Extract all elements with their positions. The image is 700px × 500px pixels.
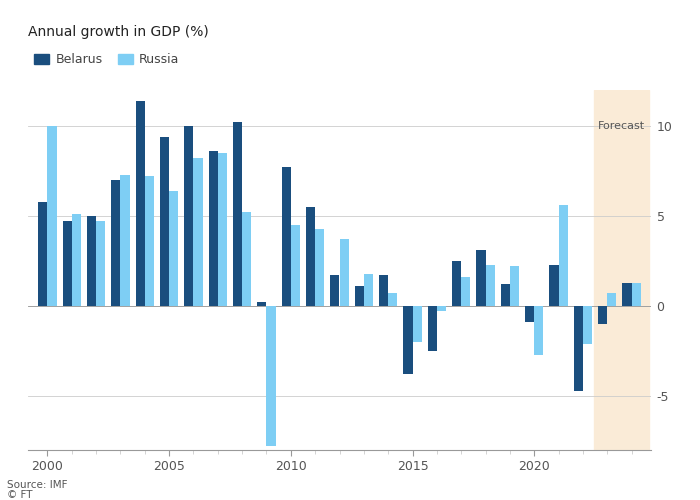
Bar: [412, 306, 422, 342]
Bar: [62, 222, 72, 306]
Bar: [209, 151, 218, 306]
Bar: [534, 306, 543, 354]
Bar: [437, 306, 446, 312]
Bar: [315, 228, 324, 306]
Bar: [486, 264, 495, 306]
Bar: [233, 122, 242, 306]
Bar: [340, 240, 349, 306]
Bar: [389, 294, 398, 306]
Text: © FT: © FT: [7, 490, 32, 500]
Bar: [96, 222, 106, 306]
Bar: [622, 282, 631, 306]
Bar: [550, 264, 559, 306]
Bar: [257, 302, 267, 306]
Bar: [242, 212, 251, 306]
Bar: [160, 137, 169, 306]
Bar: [559, 205, 568, 306]
Bar: [145, 176, 154, 306]
Bar: [218, 153, 227, 306]
Bar: [136, 101, 145, 306]
Bar: [583, 306, 592, 344]
Bar: [306, 207, 315, 306]
Bar: [267, 306, 276, 446]
Bar: [111, 180, 120, 306]
Bar: [403, 306, 412, 374]
Bar: [598, 306, 607, 324]
Bar: [38, 202, 48, 306]
Bar: [87, 216, 96, 306]
Bar: [355, 286, 364, 306]
Text: Forecast: Forecast: [598, 120, 645, 130]
Bar: [364, 274, 373, 306]
Bar: [631, 282, 640, 306]
Bar: [169, 191, 178, 306]
Bar: [461, 277, 470, 306]
Bar: [184, 126, 193, 306]
Bar: [330, 276, 340, 306]
Bar: [594, 90, 649, 450]
Bar: [379, 276, 389, 306]
Bar: [290, 225, 300, 306]
Bar: [510, 266, 519, 306]
Bar: [476, 250, 486, 306]
Bar: [500, 284, 510, 306]
Bar: [573, 306, 583, 390]
Bar: [428, 306, 437, 351]
Bar: [607, 294, 617, 306]
Bar: [72, 214, 81, 306]
Bar: [48, 126, 57, 306]
Text: Annual growth in GDP (%): Annual growth in GDP (%): [28, 25, 209, 39]
Text: Source: IMF: Source: IMF: [7, 480, 67, 490]
Legend: Belarus, Russia: Belarus, Russia: [34, 53, 179, 66]
Bar: [120, 174, 130, 306]
Bar: [525, 306, 534, 322]
Bar: [281, 168, 290, 306]
Bar: [452, 261, 461, 306]
Bar: [193, 158, 203, 306]
